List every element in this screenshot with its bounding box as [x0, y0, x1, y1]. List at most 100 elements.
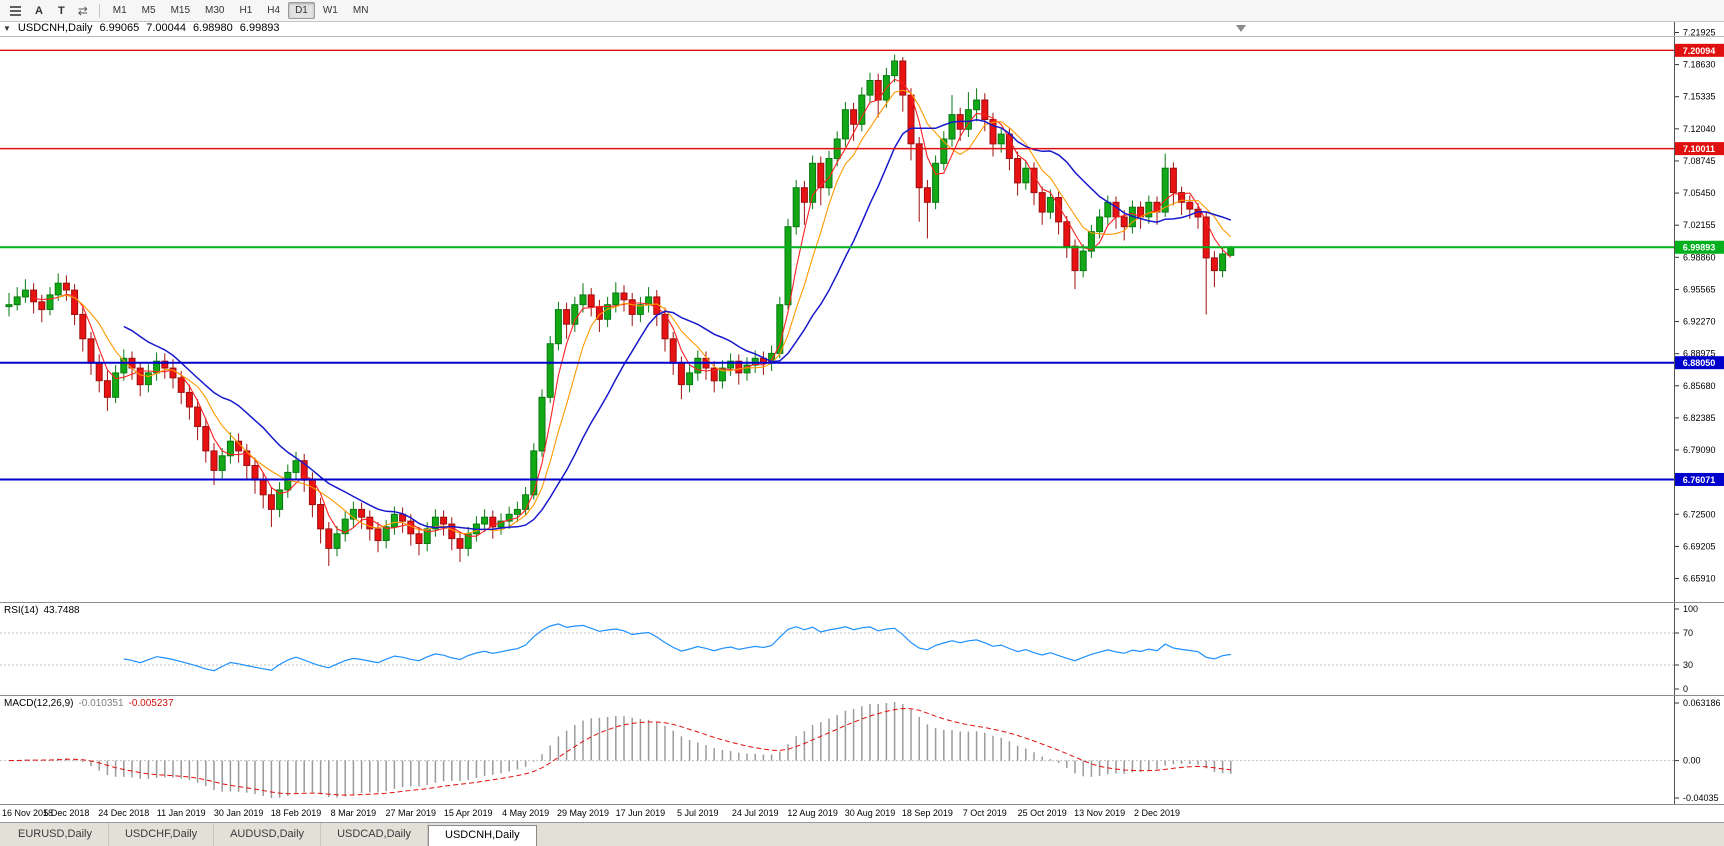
- date-label: 13 Nov 2019: [1074, 808, 1126, 818]
- candle-body: [382, 526, 390, 541]
- date-label: 2 Dec 2019: [1133, 808, 1181, 818]
- chart-tab-eurusd-daily[interactable]: EURUSD,Daily: [2, 823, 109, 846]
- candle-body: [686, 372, 694, 386]
- candle-body: [325, 528, 333, 549]
- candle-body: [784, 226, 792, 306]
- candle-body: [1096, 216, 1104, 233]
- candle-body: [505, 513, 513, 522]
- candle-body: [1202, 216, 1210, 259]
- auto-scroll-button[interactable]: A: [35, 4, 43, 17]
- macd-canvas[interactable]: 0.063186 0.00 -0.04035: [0, 696, 1724, 804]
- candle-body: [612, 292, 620, 306]
- chart-tab-audusd-daily[interactable]: AUDUSD,Daily: [214, 823, 322, 846]
- candle-body: [1079, 250, 1087, 272]
- text-tool-button[interactable]: T: [57, 4, 65, 17]
- date-label: 30 Aug 2019: [844, 808, 896, 818]
- timeframe-button-m5[interactable]: M5: [141, 5, 156, 16]
- macd-pane: 0.063186 0.00 -0.04035 MACD(12,26,9) -0.010…: [0, 695, 1724, 804]
- quote-open: 6.99065: [99, 22, 140, 34]
- ma-slow-line: [123, 119, 1232, 531]
- timeframe-button-h4[interactable]: H4: [267, 5, 281, 16]
- date-label: 4 May 2019: [502, 808, 550, 818]
- candle-body: [981, 99, 989, 120]
- timeframe-button-d1[interactable]: D1: [288, 2, 315, 19]
- candle-body: [390, 513, 398, 528]
- candle-body: [358, 508, 366, 518]
- candle-body: [54, 282, 62, 296]
- rsi-pane: 100 70 30 0 RSI(14) 43.7488: [0, 602, 1724, 695]
- price-chart-canvas[interactable]: 7.21925 7.18630 7.15335 7.12040 7.08745 7.054…: [0, 22, 1724, 602]
- quote-close: 6.99893: [239, 22, 280, 34]
- candle-body: [800, 187, 808, 203]
- price-tick-label: 7.21925: [1683, 27, 1716, 37]
- timeframe-button-m15[interactable]: M15: [170, 5, 191, 16]
- toolbar: A T ⇄ M1 M5 M15 M30 H1 H4 D1 W1 MN: [0, 0, 1724, 22]
- candle-body: [415, 533, 423, 544]
- candle-body: [349, 508, 357, 520]
- timeframe-button-m1[interactable]: M1: [112, 5, 127, 16]
- timeframe-button-mn[interactable]: MN: [352, 5, 369, 16]
- chart-tab-usdchf-daily[interactable]: USDCHF,Daily: [109, 823, 215, 846]
- timeframe-button-m30[interactable]: M30: [205, 5, 225, 16]
- chart-symbol-label: USDCNH,Daily: [17, 22, 93, 34]
- time-axis[interactable]: 16 Nov 2018 5 Dec 2018 24 Dec 2018 11 Jan 2…: [0, 804, 1724, 822]
- candle-body: [251, 465, 259, 481]
- price-level-badge: [1675, 240, 1724, 254]
- price-tick-label: 7.18630: [1683, 60, 1716, 70]
- price-tick-label: 6.95565: [1683, 284, 1716, 294]
- candle-body: [989, 119, 997, 145]
- candle-body: [1071, 245, 1079, 272]
- macd-signal-value: -0.005237: [128, 698, 174, 709]
- price-tick-label: 6.92270: [1683, 317, 1716, 327]
- price-tick-label: 7.05450: [1683, 188, 1716, 198]
- price-tick-label: 6.72500: [1683, 509, 1716, 519]
- chart-lines-icon[interactable]: [4, 1, 27, 21]
- shift-marker-icon[interactable]: [1236, 25, 1246, 32]
- chart-tab-usdcnh-daily[interactable]: USDCNH,Daily: [428, 825, 537, 846]
- candle-body: [62, 282, 70, 291]
- chart-tab-usdcad-daily[interactable]: USDCAD,Daily: [321, 823, 429, 846]
- candle-body: [841, 109, 849, 140]
- candle-body: [604, 304, 612, 320]
- candle-body: [710, 367, 718, 382]
- candle-body: [423, 528, 431, 544]
- candle-body: [940, 138, 948, 164]
- rsi-line: [123, 623, 1231, 672]
- candle-body: [87, 338, 95, 364]
- candle-body: [194, 406, 202, 427]
- candle-body: [259, 479, 267, 496]
- candle-body: [538, 396, 546, 452]
- candle-body: [923, 187, 931, 203]
- timeframe-button-w1[interactable]: W1: [322, 5, 338, 16]
- timeframe-buttons: M1 M5 M15 M30 H1 H4 D1 W1 MN: [106, 2, 376, 19]
- price-level-badge-label: 6.99893: [1683, 243, 1716, 253]
- candle-body: [177, 377, 185, 393]
- candle-body: [1145, 201, 1153, 218]
- chart-shift-icon[interactable]: ⇄: [77, 3, 88, 18]
- quote-low: 6.98980: [193, 22, 233, 34]
- rsi-tick-label: 0: [1683, 684, 1688, 694]
- candle-body: [1005, 133, 1013, 159]
- candle-body: [858, 94, 866, 125]
- candle-body: [817, 162, 825, 189]
- candle-body: [948, 114, 956, 140]
- price-level-badge-label: 7.20094: [1683, 46, 1716, 56]
- ma-fast-line: [33, 78, 1232, 537]
- date-label: 24 Dec 2018: [98, 808, 150, 818]
- candle-body: [694, 357, 702, 374]
- candle-body: [866, 80, 874, 96]
- candle-body: [185, 391, 193, 408]
- price-level-badge: [1675, 356, 1724, 370]
- candle-body: [218, 455, 226, 471]
- candle-body: [21, 289, 29, 298]
- price-tick-label: 7.02155: [1683, 220, 1716, 230]
- price-chart-pane: 7.21925 7.18630 7.15335 7.12040 7.08745 7.054…: [0, 22, 1724, 602]
- macd-label: MACD(12,26,9) -0.010351 -0.005237: [4, 698, 179, 709]
- rsi-canvas[interactable]: 100 70 30 0: [0, 603, 1724, 695]
- candle-body: [1104, 201, 1112, 218]
- candle-body: [792, 187, 800, 228]
- price-level-badge: [1675, 43, 1724, 57]
- timeframe-button-h1[interactable]: H1: [239, 5, 253, 16]
- macd-tick-label: 0.00: [1683, 756, 1701, 766]
- ohlc-dropdown-icon[interactable]: ▼: [3, 24, 11, 33]
